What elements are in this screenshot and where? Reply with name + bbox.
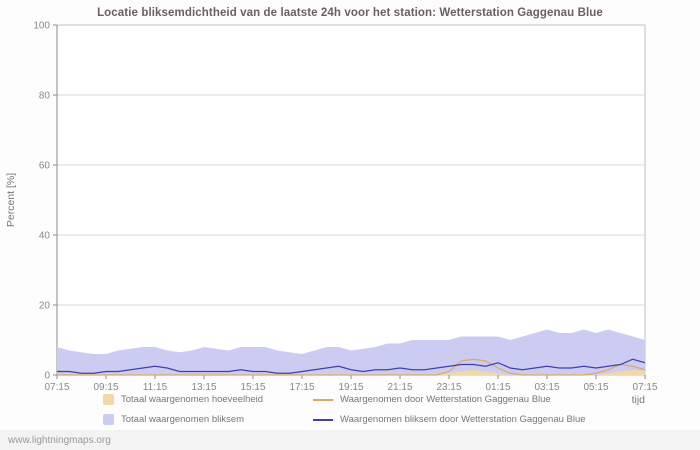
line-area-chart: 0 20 40 60 80 100 07:15 09:15 11:15 13:15 15:15 17:…: [5, 21, 658, 407]
svg-text:13:15: 13:15: [191, 382, 216, 393]
chart-title: Locatie bliksemdichtheid van de laatste …: [97, 7, 603, 19]
svg-text:Percent [%]: Percent [%]: [5, 173, 17, 227]
chart-legend: Totaal waargenomen hoeveelheid Waargenom…: [103, 391, 586, 428]
legend-item: Waargenomen door Wetterstation Gaggenau …: [313, 391, 586, 408]
legend-item: Waargenomen bliksem door Wetterstation G…: [313, 411, 586, 428]
bottom-strip: [0, 430, 700, 450]
watermark-link[interactable]: www.lightningmaps.org: [8, 435, 111, 446]
legend-label: Totaal waargenomen bliksem: [121, 414, 245, 425]
svg-text:17:15: 17:15: [289, 382, 314, 393]
svg-text:23:15: 23:15: [436, 382, 461, 393]
svg-text:40: 40: [39, 231, 51, 242]
line-swatch-icon: [313, 418, 333, 421]
svg-text:19:15: 19:15: [338, 382, 363, 393]
svg-text:60: 60: [39, 161, 51, 172]
legend-label: Waargenomen door Wetterstation Gaggenau …: [340, 394, 551, 405]
area-swatch-icon: [103, 394, 114, 405]
line-swatch-icon: [313, 398, 333, 401]
svg-text:09:15: 09:15: [93, 382, 118, 393]
svg-text:07:15: 07:15: [44, 382, 69, 393]
area-swatch-icon: [103, 414, 114, 425]
svg-text:80: 80: [39, 91, 51, 102]
legend-label: Totaal waargenomen hoeveelheid: [121, 394, 264, 405]
legend-item: Totaal waargenomen bliksem: [103, 411, 313, 428]
svg-text:15:15: 15:15: [240, 382, 265, 393]
svg-text:100: 100: [33, 21, 50, 32]
svg-text:11:15: 11:15: [143, 382, 168, 393]
svg-text:01:15: 01:15: [485, 382, 510, 393]
svg-text:05:15: 05:15: [583, 382, 608, 393]
svg-text:tijd: tijd: [632, 394, 646, 406]
svg-text:03:15: 03:15: [534, 382, 559, 393]
svg-text:07:15: 07:15: [632, 382, 657, 393]
svg-text:21:15: 21:15: [387, 382, 412, 393]
svg-text:0: 0: [44, 371, 50, 382]
legend-item: Totaal waargenomen hoeveelheid: [103, 391, 313, 408]
legend-label: Waargenomen bliksem door Wetterstation G…: [340, 414, 586, 425]
svg-text:20: 20: [39, 301, 51, 312]
